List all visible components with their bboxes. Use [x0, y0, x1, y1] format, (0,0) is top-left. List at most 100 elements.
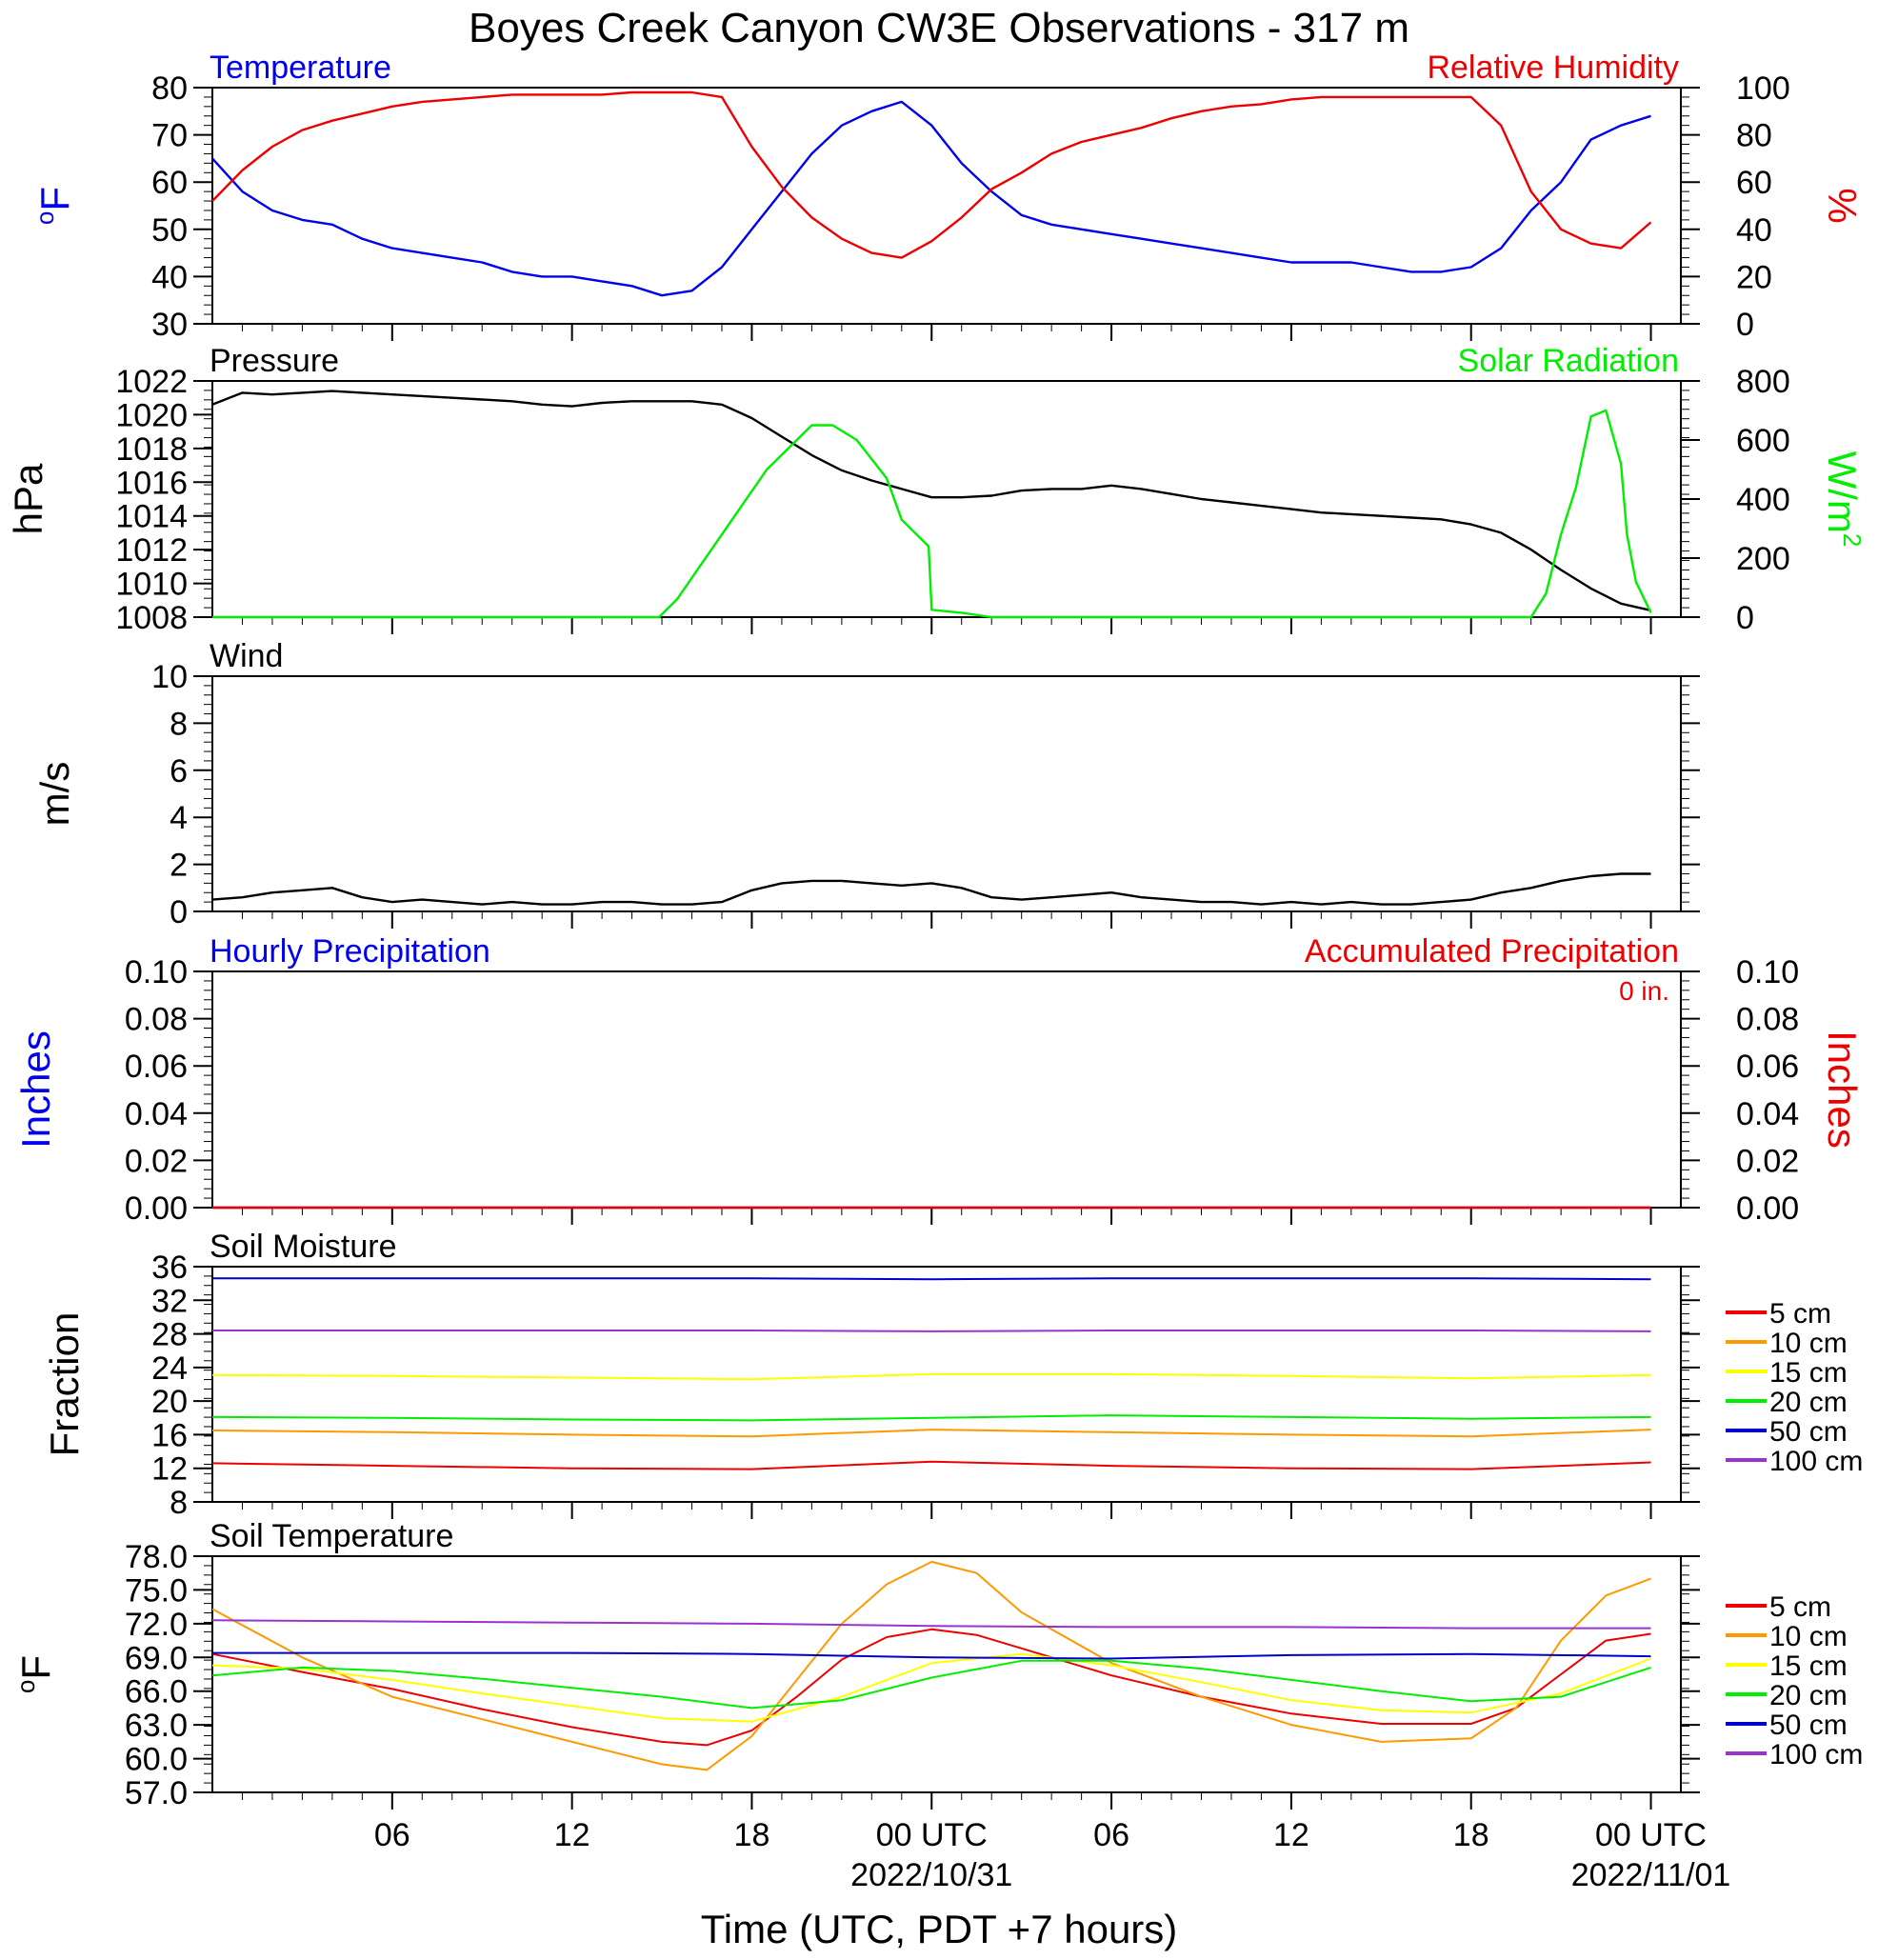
y-tick-label-right: 0 [1736, 600, 1754, 636]
y-tick-label-left: 16 [151, 1417, 188, 1453]
degree-superscript: o [11, 1680, 40, 1693]
y-tick-label-left: 78.0 [125, 1539, 188, 1575]
series-line-pressure_solar-1 [212, 409, 1652, 619]
y-axis-label-left: Fraction [42, 1312, 87, 1457]
y-tick-label-left: 57.0 [125, 1775, 188, 1811]
y-tick-label-right: 0.04 [1736, 1096, 1799, 1132]
y-tick-label-right: 0.08 [1736, 1002, 1799, 1038]
y-tick-label-left: 1012 [115, 532, 188, 569]
panel-left-title: Temperature [210, 50, 391, 86]
series-line-pressure_solar-0 [211, 390, 1651, 612]
series-line-soil_temperature-5 [211, 1619, 1651, 1630]
panel-right-title: Solar Radiation [1458, 343, 1679, 379]
y-tick-label-right: 0 [1736, 307, 1754, 343]
y-tick-label-left: 32 [151, 1283, 188, 1319]
y-tick-label-left: 60 [151, 165, 188, 201]
y-tick-label-left: 0.02 [125, 1143, 188, 1179]
panel-frame [211, 1266, 1682, 1503]
x-tick-label: 00 UTC [876, 1817, 988, 1853]
y-axis-label-left: oF [30, 187, 77, 225]
series-line-soil_moisture-3 [211, 1414, 1651, 1422]
degree-superscript: o [30, 211, 59, 225]
legend-entry: 15 cm [1769, 1650, 1848, 1682]
legend-entry: 20 cm [1769, 1387, 1848, 1418]
y-tick-label-left: 70 [151, 118, 188, 154]
y-tick-label-left: 0.06 [125, 1049, 188, 1085]
y-tick-label-left: 1022 [115, 364, 188, 400]
x-tick-label: 06 [374, 1817, 410, 1853]
y-tick-label-right: 0.02 [1736, 1143, 1799, 1179]
y-tick-label-left: 30 [151, 307, 188, 343]
y-tick-label-left: 0 [170, 894, 188, 930]
y-tick-label-left: 1018 [115, 431, 188, 468]
series-line-soil_moisture-5 [212, 1330, 1651, 1332]
degree-unit: F [13, 1655, 58, 1680]
y-tick-label-left: 75.0 [125, 1572, 188, 1609]
y-tick-label-right: 200 [1736, 541, 1790, 577]
y-axis-label-right: W/m2 [1820, 451, 1867, 548]
series-line-soil_moisture-4 [212, 1277, 1651, 1281]
series-line-temperature_humidity-0 [211, 100, 1651, 297]
y-tick-label-left: 12 [151, 1451, 188, 1488]
y-tick-label-left: 80 [151, 70, 188, 107]
y-axis-label-left: m/s [32, 762, 77, 827]
x-tick-label: 18 [1453, 1817, 1489, 1853]
x-tick-label: 12 [554, 1817, 590, 1853]
y-tick-label-left: 1020 [115, 397, 188, 433]
y-axis-label-left: hPa [6, 463, 50, 534]
y-tick-label-right: 0.10 [1736, 954, 1799, 990]
panel-left-title: Soil Moisture [210, 1229, 397, 1265]
x-tick-label: 06 [1093, 1817, 1129, 1853]
series-line-soil_moisture-0 [211, 1460, 1651, 1470]
y-tick-label-right: 800 [1736, 364, 1790, 400]
y-tick-label-left: 69.0 [125, 1640, 188, 1676]
degree-unit: F [32, 187, 77, 211]
panel-left-title: Pressure [210, 343, 339, 379]
legend-entry: 50 cm [1769, 1710, 1848, 1741]
y-tick-label-left: 1010 [115, 567, 188, 603]
y-tick-label-left: 4 [170, 800, 188, 836]
unit-base: W/m [1820, 451, 1865, 533]
y-axis-label-left: oF [11, 1655, 58, 1693]
panel-left-title: Hourly Precipitation [210, 933, 490, 970]
series-line-soil_moisture-2 [211, 1372, 1651, 1381]
y-tick-label-left: 8 [170, 1485, 188, 1521]
y-tick-label-left: 0.08 [125, 1002, 188, 1038]
legend-entry: 100 cm [1769, 1446, 1863, 1477]
y-tick-label-left: 2 [170, 848, 188, 884]
y-tick-label-left: 60.0 [125, 1742, 188, 1778]
panel-frame [211, 87, 1682, 325]
panel-frame [211, 1555, 1682, 1793]
y-tick-label-left: 0.10 [125, 954, 188, 990]
panel-frame [211, 675, 1682, 912]
panel-precipitation: 0.00 0.02 0.04 0.06 0.08 0.10 0.00 0.02 0.04 0.06… [13, 933, 1865, 1227]
series-line-soil_temperature-3 [211, 1659, 1651, 1710]
series-line-soil_temperature-1 [211, 1560, 1651, 1771]
panel-left-title: Soil Temperature [210, 1518, 453, 1554]
panel-right-title: Relative Humidity [1427, 50, 1679, 86]
y-tick-label-right: 0.06 [1736, 1049, 1799, 1085]
y-tick-label-left: 8 [170, 706, 188, 742]
chart-title: Boyes Creek Canyon CW3E Observations - 3… [469, 5, 1409, 51]
series-line-soil_temperature-2 [211, 1652, 1651, 1723]
y-tick-label-right: 60 [1736, 165, 1772, 201]
y-tick-label-left: 40 [151, 259, 188, 295]
y-axis-label-right: % [1820, 188, 1865, 223]
panel-temperature_humidity: 30 40 50 60 70 80 0 20 40 60 80 100 Temperature Relat… [30, 50, 1865, 343]
series-line-temperature_humidity-1 [211, 90, 1652, 259]
legend-entry: 10 cm [1769, 1621, 1848, 1652]
series-line-soil_temperature-0 [211, 1628, 1651, 1747]
panel-left-title: Wind [210, 638, 283, 674]
x-tick-date-label: 2022/11/01 [1571, 1857, 1731, 1893]
legend-entry: 5 cm [1769, 1298, 1831, 1330]
y-tick-label-left: 24 [151, 1350, 188, 1387]
panel-wind: 0 2 4 6 8 10 Wind m/s [32, 638, 1700, 930]
legend-entry: 50 cm [1769, 1416, 1848, 1448]
y-tick-label-left: 20 [151, 1384, 188, 1420]
panel-soil_temperature: 57.060.063.066.069.072.075.078.0 Soil Tem… [11, 1518, 1863, 1811]
legend-entry: 100 cm [1769, 1739, 1863, 1770]
